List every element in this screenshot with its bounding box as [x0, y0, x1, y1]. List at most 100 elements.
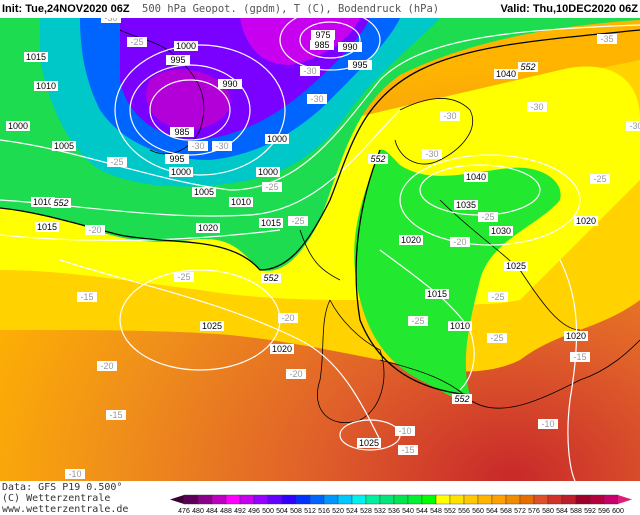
svg-text:-25: -25 [481, 212, 494, 222]
svg-text:1015: 1015 [37, 222, 57, 232]
colorbar-tick: 484 [206, 508, 218, 514]
svg-text:552: 552 [520, 62, 535, 72]
isobar-label: 990 [338, 42, 362, 52]
isobar-label: 1015 [425, 289, 449, 299]
svg-text:552: 552 [53, 198, 68, 208]
svg-text:1015: 1015 [427, 289, 447, 299]
colorbar-swatch [505, 494, 521, 505]
svg-text:-20: -20 [100, 361, 113, 371]
geopotential-label: 552 [261, 273, 281, 283]
svg-text:-15: -15 [80, 292, 93, 302]
website-url: www.wetterzentrale.de [2, 504, 129, 515]
svg-text:-30: -30 [530, 102, 543, 112]
map-footer: Data: GFS P19 0.500° (C) Wetterzentrale … [0, 481, 640, 515]
svg-text:1025: 1025 [506, 261, 526, 271]
svg-text:-35: -35 [600, 34, 613, 44]
isobar-label: 975 [311, 30, 335, 40]
colorbar-swatch [603, 494, 619, 505]
colorbar-tick: 580 [542, 508, 554, 514]
temperature-label: -20 [85, 225, 105, 235]
svg-text:1010: 1010 [450, 321, 470, 331]
colorbar-swatch [281, 494, 297, 505]
valid-time: Valid: Thu,10DEC2020 06Z [500, 3, 638, 15]
geopotential-label: 552 [518, 62, 538, 72]
temperature-label: -25 [127, 37, 147, 47]
temperature-label: -25 [488, 292, 508, 302]
colorbar-tick: 556 [458, 508, 470, 514]
svg-text:-30: -30 [104, 18, 117, 23]
svg-text:-10: -10 [541, 419, 554, 429]
svg-text:1000: 1000 [258, 167, 278, 177]
svg-text:1010: 1010 [36, 81, 56, 91]
temperature-label: -25 [107, 157, 127, 167]
svg-text:-30: -30 [425, 149, 438, 159]
colorbar-legend: 476 480 484 488 492 496 500 504 508 512 516 520 524 5… [170, 494, 632, 514]
svg-text:-20: -20 [88, 225, 101, 235]
temperature-label: -30 [212, 141, 232, 151]
colorbar-tick: 576 [528, 508, 540, 514]
colorbar-swatch [589, 494, 605, 505]
colorbar-swatch [561, 494, 577, 505]
temperature-label: -25 [174, 272, 194, 282]
temperature-label: -30 [422, 149, 442, 159]
temperature-label: -15 [398, 445, 418, 455]
isobar-label: 1025 [357, 438, 381, 448]
isobar-label: 1005 [192, 187, 216, 197]
temperature-label: -30 [440, 111, 460, 121]
svg-text:-20: -20 [281, 313, 294, 323]
isobar-label: 995 [166, 55, 190, 65]
isobar-label: 990 [218, 79, 242, 89]
colorbar-swatch [393, 494, 409, 505]
svg-text:-15: -15 [573, 352, 586, 362]
colorbar-tick: 572 [514, 508, 526, 514]
temperature-label: -25 [478, 212, 498, 222]
colorbar-tick: 560 [472, 508, 484, 514]
colorbar-tick: 488 [220, 508, 232, 514]
isobar-label: 1010 [34, 81, 58, 91]
svg-text:1035: 1035 [456, 200, 476, 210]
colorbar-tick: 536 [388, 508, 400, 514]
svg-text:-10: -10 [398, 426, 411, 436]
colorbar-tick: 564 [486, 508, 498, 514]
colorbar-swatch [449, 494, 465, 505]
isobar-label: 1015 [24, 52, 48, 62]
isobar-label: 1020 [574, 216, 598, 226]
colorbar-tick: 596 [598, 508, 610, 514]
isobar-label: 1020 [564, 331, 588, 341]
isobar-label: 985 [170, 127, 194, 137]
svg-text:1005: 1005 [194, 187, 214, 197]
svg-text:995: 995 [170, 55, 185, 65]
isobar-label: 1025 [200, 321, 224, 331]
temperature-label: -30 [527, 102, 547, 112]
svg-text:1020: 1020 [198, 223, 218, 233]
colorbar-tick: 548 [430, 508, 442, 514]
svg-text:-30: -30 [191, 141, 204, 151]
copyright: (C) Wetterzentrale [2, 493, 111, 504]
svg-text:-20: -20 [453, 237, 466, 247]
svg-text:-30: -30 [215, 141, 228, 151]
colorbar-swatch [435, 494, 451, 505]
svg-text:1025: 1025 [359, 438, 379, 448]
temperature-label: -25 [487, 333, 507, 343]
colorbar-tick: 568 [500, 508, 512, 514]
temperature-label: -25 [262, 182, 282, 192]
colorbar-tick: 532 [374, 508, 386, 514]
colorbar-low-arrow [170, 495, 184, 504]
svg-text:-25: -25 [265, 182, 278, 192]
svg-text:-30: -30 [443, 111, 456, 121]
svg-text:1010: 1010 [231, 197, 251, 207]
svg-text:1000: 1000 [267, 134, 287, 144]
geopotential-552-contour [0, 29, 640, 396]
isobar-label: 1020 [196, 223, 220, 233]
colorbar-swatch [491, 494, 507, 505]
colorbar-tick: 592 [584, 508, 596, 514]
svg-text:552: 552 [370, 154, 385, 164]
svg-text:990: 990 [342, 42, 357, 52]
svg-text:552: 552 [263, 273, 278, 283]
colorbar-tick: 584 [556, 508, 568, 514]
colorbar-swatch [309, 494, 325, 505]
svg-text:-25: -25 [110, 157, 123, 167]
svg-text:-30: -30 [310, 94, 323, 104]
colorbar-tick: 544 [416, 508, 428, 514]
svg-text:1015: 1015 [261, 218, 281, 228]
